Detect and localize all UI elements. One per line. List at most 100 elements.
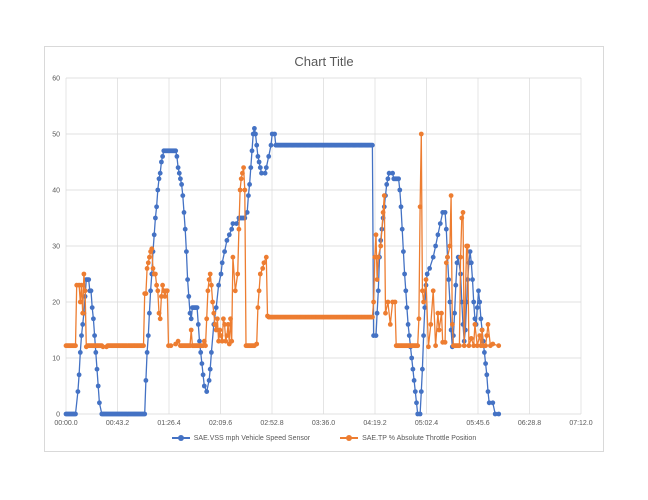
series-1-point: [156, 310, 162, 316]
series-0-point: [216, 282, 222, 288]
series-0-point: [454, 260, 460, 266]
series-1-point: [157, 316, 163, 322]
series-1-point: [217, 327, 223, 333]
series-0-point: [218, 271, 224, 277]
series-0-point: [373, 333, 379, 338]
series-0-point: [404, 305, 410, 310]
series-0-point: [180, 193, 186, 199]
series-1-point: [490, 341, 496, 347]
series-0-point: [424, 271, 430, 277]
series-0-point: [181, 210, 187, 215]
series-1-point: [218, 333, 224, 338]
series-1-point: [261, 260, 267, 266]
series-0-point: [148, 288, 154, 294]
series-0-point: [222, 249, 228, 255]
series-0-point: [200, 372, 206, 378]
series-0-point: [446, 277, 452, 282]
series-1-point: [81, 271, 87, 277]
series-0-point: [184, 249, 189, 255]
series-1-point: [374, 277, 380, 282]
series-1-point: [154, 282, 160, 288]
series-0-point: [368, 142, 374, 148]
series-1-point: [256, 288, 262, 294]
series-1-point: [433, 343, 438, 349]
y-tick-label: 10: [52, 356, 60, 363]
series-1-point: [474, 343, 480, 349]
series-0-point: [92, 333, 97, 338]
series-1-point: [483, 343, 488, 349]
legend-label-throttle: SAE.TP % Absolute Throttle Position: [362, 434, 477, 442]
series-0-point: [418, 389, 424, 394]
series-0-point: [442, 210, 448, 215]
series-0-point: [411, 378, 417, 383]
series-1-point: [204, 316, 210, 322]
series-0-point: [88, 288, 94, 294]
series-1-point: [211, 310, 217, 316]
series-0-point: [246, 193, 251, 199]
series-1-point: [468, 336, 474, 341]
series-0-point: [157, 170, 163, 176]
chart-title: Chart Title: [294, 54, 354, 69]
series-1-point: [465, 243, 471, 249]
series-0-point: [384, 182, 390, 187]
series-0-point: [94, 366, 100, 372]
series-0-point: [427, 266, 432, 271]
series-1-point: [164, 288, 170, 294]
series-0-point: [417, 411, 423, 417]
series-0-point: [80, 322, 86, 327]
series-0-point: [188, 316, 194, 322]
series-1-point: [496, 343, 502, 349]
series-1-point: [449, 322, 455, 327]
x-tick-label: 07:12.0: [569, 420, 592, 427]
series-0-point: [97, 400, 102, 406]
series-1-point: [153, 271, 158, 277]
series-1-point: [414, 343, 419, 349]
series-0-point: [268, 142, 274, 148]
series-1-point: [212, 322, 218, 327]
series-1-point: [238, 176, 244, 182]
series-0-point: [219, 260, 225, 266]
series-0-point: [398, 204, 404, 210]
series-0-point: [375, 288, 381, 294]
series-0-point: [199, 361, 205, 366]
series-1-point: [240, 170, 245, 176]
series-1-point: [215, 316, 220, 322]
series-0-point: [75, 389, 81, 394]
series-1-point: [143, 291, 149, 296]
series-0-point: [248, 165, 254, 171]
y-tick-label: 50: [52, 132, 60, 139]
series-1-point: [428, 322, 434, 327]
series-0-point: [263, 165, 269, 171]
series-0-point: [406, 333, 412, 338]
series-0-point: [209, 350, 214, 355]
series-0-point: [430, 254, 436, 260]
series-0-point: [483, 361, 488, 366]
series-0-point: [229, 226, 235, 232]
series-1-point: [461, 343, 467, 349]
series-0-point: [386, 170, 392, 176]
series-0-point: [86, 277, 92, 282]
series-0-point: [253, 131, 258, 137]
series-1-point: [435, 310, 441, 316]
series-1-point: [147, 254, 152, 260]
series-1-point: [160, 282, 166, 288]
series-0-point: [471, 299, 477, 305]
series-0-point: [374, 310, 380, 316]
series-1-point: [373, 232, 379, 238]
y-tick-label: 60: [52, 76, 60, 83]
x-tick-label: 03:36.0: [312, 420, 335, 427]
series-1-point: [209, 282, 214, 288]
series-1-point: [484, 333, 490, 338]
legend: SAE.VSS mph Vehicle Speed Sensor SAE.TP …: [0, 434, 648, 444]
y-tick-label: 30: [52, 244, 60, 251]
legend-item-speed: SAE.VSS mph Vehicle Speed Sensor: [171, 434, 310, 442]
x-tick-label: 04:19.2: [363, 420, 386, 427]
series-0-point: [468, 260, 474, 266]
series-0-point: [151, 232, 157, 238]
series-0-point: [160, 154, 166, 159]
series-1-point: [228, 316, 233, 322]
series-0-point: [213, 305, 219, 310]
series-1-point: [216, 338, 222, 344]
series-1-point: [222, 322, 228, 327]
series-1-point: [219, 338, 225, 344]
